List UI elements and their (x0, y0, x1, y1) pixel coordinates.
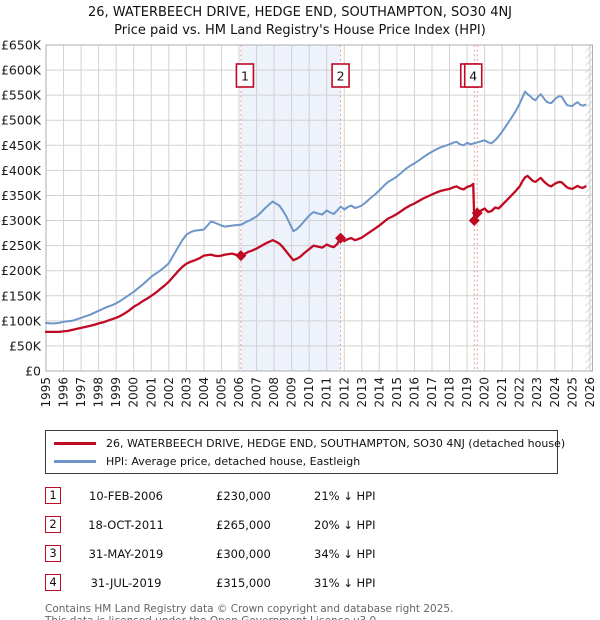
future-no-data-hatch (585, 45, 593, 371)
footer-line-1: Contains HM Land Registry data © Crown c… (45, 603, 454, 615)
sale-1-date: 10-FEB-2006 (89, 488, 163, 503)
sale-label-box-4 (463, 63, 483, 88)
sale-2-number-badge: 2 (45, 516, 61, 533)
sale-2-price: £265,000 (216, 517, 271, 532)
sale-row-2: 2 18-OCT-2011 £265,000 20% ↓ HPI (0, 510, 600, 539)
sale-1-price: £230,000 (216, 488, 271, 503)
x-tick-label: 2016 (407, 377, 421, 408)
sale-row-1: 1 10-FEB-2006 £230,000 21% ↓ HPI (0, 481, 600, 510)
legend-item-hpi: HPI: Average price, detached house, East… (52, 452, 551, 470)
chart-title: 26, WATERBEECH DRIVE, HEDGE END, SOUTHAM… (88, 5, 512, 20)
footer-copyright: Contains HM Land Registry data © Crown c… (45, 603, 600, 620)
x-tick-label: 2019 (460, 377, 474, 408)
x-tick-label: 2002 (162, 377, 176, 408)
sale-marker-2 (335, 232, 347, 244)
sale-marker-4 (471, 207, 483, 219)
y-tick-label: £350K (1, 188, 42, 203)
sale-row-3: 3 31-MAY-2019 £300,000 34% ↓ HPI (0, 539, 600, 568)
hpi-line (45, 90, 587, 325)
y-tick-label: £100K (1, 313, 42, 328)
sale-4-vs-hpi: 31% ↓ HPI (314, 575, 376, 590)
x-tick-label: 2013 (355, 377, 369, 408)
x-tick-label: 2026 (583, 377, 597, 408)
sale-2-date: 18-OCT-2011 (88, 517, 164, 532)
price-history-chart: 26, WATERBEECH DRIVE, HEDGE END, SOUTHAM… (1, 5, 597, 408)
sale-row-4: 4 31-JUL-2019 £315,000 31% ↓ HPI (0, 568, 600, 597)
y-tick-label: £550K (1, 88, 42, 103)
sale-4-date: 31-JUL-2019 (90, 575, 162, 590)
x-tick-label: 2020 (478, 377, 492, 408)
y-tick-label: £500K (1, 113, 42, 128)
sale-3-vs-hpi: 34% ↓ HPI (314, 546, 376, 561)
x-tick-label: 2004 (197, 377, 211, 408)
sale-label-number-4: 4 (469, 69, 477, 84)
x-tick-label: 2011 (320, 377, 334, 408)
plot-border (45, 44, 593, 372)
sale-marker-1 (235, 250, 247, 262)
y-tick-label: £50K (9, 338, 42, 353)
x-tick-label: 2009 (285, 377, 299, 408)
x-tick-label: 2007 (250, 377, 264, 408)
sale-2-vs-hpi: 20% ↓ HPI (314, 517, 376, 532)
sale-label-box-1 (235, 63, 255, 88)
y-tick-label: £600K (1, 63, 42, 78)
legend-item-price-paid: 26, WATERBEECH DRIVE, HEDGE END, SOUTHAM… (52, 434, 565, 452)
x-tick-label: 2010 (302, 377, 316, 408)
sale-4-number-badge: 4 (45, 574, 61, 591)
x-tick-label: 1996 (57, 377, 71, 408)
x-tick-label: 2023 (530, 377, 544, 408)
x-tick-label: 2012 (337, 377, 351, 408)
x-tick-label: 2001 (144, 377, 158, 408)
x-tick-label: 2000 (127, 377, 141, 408)
x-tick-label: 2014 (372, 377, 386, 408)
x-tick-label: 1995 (39, 377, 53, 408)
chart-subtitle: Price paid vs. HM Land Registry's House … (114, 23, 486, 38)
x-tick-label: 2024 (548, 377, 562, 408)
y-tick-label: £150K (1, 288, 42, 303)
x-tick-label: 2018 (443, 377, 457, 408)
y-tick-label: £250K (1, 238, 42, 253)
x-tick-label: 2003 (179, 377, 193, 408)
x-tick-label: 2015 (390, 377, 404, 408)
hpi-line-swatch-icon (54, 459, 96, 463)
y-tick-label: £650K (1, 38, 42, 53)
sale-label-number-2: 2 (337, 69, 345, 84)
legend-label-hpi: HPI: Average price, detached house, East… (106, 454, 361, 468)
y-tick-label: £450K (1, 138, 42, 153)
y-tick-label: £200K (1, 263, 42, 278)
x-tick-label: 1997 (74, 377, 88, 408)
sale-1-number-badge: 1 (45, 487, 61, 504)
x-tick-label: 2006 (232, 377, 246, 408)
sale-1-vs-hpi: 21% ↓ HPI (314, 488, 376, 503)
sales-table: 1 10-FEB-2006 £230,000 21% ↓ HPI 2 18-OC… (0, 481, 600, 597)
sale-label-number-1: 1 (241, 69, 249, 84)
sale-3-date: 31-MAY-2019 (88, 546, 164, 561)
x-tick-label: 2025 (565, 377, 579, 408)
x-tick-label: 2017 (425, 377, 439, 408)
sale-label-box-2 (331, 63, 350, 88)
footer-line-2: This data is licensed under the Open Gov… (45, 615, 600, 620)
chart-legend: 26, WATERBEECH DRIVE, HEDGE END, SOUTHAM… (45, 430, 565, 474)
x-tick-label: 2005 (214, 377, 228, 408)
sale-4-price: £315,000 (216, 575, 271, 590)
sale-3-price: £300,000 (216, 546, 271, 561)
price-line-swatch-icon (54, 441, 96, 445)
sale-3-number-badge: 3 (45, 545, 61, 562)
x-tick-label: 1998 (92, 377, 106, 408)
x-tick-label: 2022 (513, 377, 527, 408)
legend-label-price-paid: 26, WATERBEECH DRIVE, HEDGE END, SOUTHAM… (106, 436, 566, 450)
ownership-period-shading (240, 45, 341, 371)
x-tick-label: 2008 (267, 377, 281, 408)
y-tick-label: £400K (1, 163, 42, 178)
y-tick-label: £300K (1, 213, 42, 228)
plot-area: 1234£0£50K£100K£150K£200K£250K£300K£350K… (1, 38, 597, 408)
x-tick-label: 1999 (109, 377, 123, 408)
y-tick-label: £0 (25, 364, 41, 379)
x-tick-label: 2021 (495, 377, 509, 408)
